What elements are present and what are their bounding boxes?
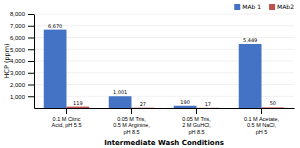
bar — [174, 106, 197, 108]
x-tick-label-line: Acid, pH 5.5 — [52, 122, 82, 128]
y-axis-line — [34, 15, 35, 109]
legend-label: MAb 1 — [242, 3, 261, 10]
x-tick-label: 0.1 M CitricAcid, pH 5.5 — [52, 116, 82, 128]
x-tick-label-line: pH 8.5 — [188, 129, 204, 135]
data-label: 190 — [180, 99, 190, 105]
y-tick-mark — [28, 61, 34, 62]
data-label: 27 — [140, 101, 146, 107]
grid-line — [34, 14, 294, 15]
y-tick: 2,000 — [10, 82, 34, 88]
x-tick-label-line: 0.5 M NaCl, — [247, 122, 277, 128]
bar — [132, 107, 155, 108]
legend: MAb 1 MAb2 — [234, 3, 294, 10]
x-tick-label: 0.1 M Acetate,0.5 M NaCl,pH 5 — [244, 116, 280, 135]
y-tick-mark — [28, 96, 34, 97]
y-tick-label: 5,000 — [10, 47, 26, 53]
x-axis-title: Intermediate Wash Conditions — [104, 139, 224, 147]
y-axis: 1,000 2,000 3,000 4,000 5,000 6,000 7,000 8,000 — [10, 11, 35, 108]
data-labels: 6,670 1,001 190 5,449 119 27 17 50 — [48, 23, 276, 107]
y-tick-label: 6,000 — [10, 35, 26, 41]
data-label: 1,001 — [113, 89, 127, 95]
x-tick-label-line: 0.5 M Arginine, — [113, 122, 150, 128]
y-tick-label: 2,000 — [10, 82, 26, 88]
x-tick-label: 0.05 M Tris,2 M GuHCl,pH 8.5 — [182, 116, 211, 135]
legend-item: MAb2 — [269, 3, 294, 10]
x-tick-label-line: 2 M GuHCl, — [182, 122, 211, 128]
y-tick-mark — [28, 26, 34, 27]
chart-container: 1,000 2,000 3,000 4,000 5,000 6,000 7,000 8,000… — [0, 0, 300, 148]
legend-swatch — [269, 4, 275, 10]
bar — [197, 107, 220, 108]
y-tick-label: 3,000 — [10, 70, 26, 76]
y-tick-label: 4,000 — [10, 58, 26, 64]
x-tick-mark — [196, 108, 197, 114]
x-tick-label-line: 0.05 M Tris, — [182, 116, 211, 122]
x-tick-mark — [261, 108, 262, 114]
legend-swatch — [234, 4, 240, 10]
plot-area: 1,000 2,000 3,000 4,000 5,000 6,000 7,000 8,000… — [10, 11, 295, 134]
bar — [262, 107, 285, 108]
x-tick-label-line: 0.1 M Acetate, — [244, 116, 280, 122]
y-tick: 4,000 — [10, 58, 34, 64]
x-tick-label: 0.05 M Tris,0.5 M Arginine,pH 8.5 — [113, 116, 150, 135]
x-axis: 0.1 M CitricAcid, pH 5.50.05 M Tris,0.5 … — [35, 108, 295, 135]
y-tick-label: 1,000 — [10, 94, 26, 100]
bar — [44, 30, 67, 108]
chart-svg: 1,000 2,000 3,000 4,000 5,000 6,000 7,000 8,000… — [0, 0, 300, 148]
y-tick: 8,000 — [10, 11, 34, 17]
bar — [67, 107, 90, 108]
x-tick-mark — [131, 108, 132, 114]
y-tick: 1,000 — [10, 94, 34, 100]
x-tick-label-line: pH 8.5 — [123, 129, 139, 135]
bars — [44, 30, 285, 108]
x-tick: 0.05 M Tris,2 M GuHCl,pH 8.5 — [182, 108, 211, 135]
y-tick-mark — [28, 85, 34, 86]
y-tick: 7,000 — [10, 23, 34, 29]
x-tick-mark — [66, 108, 67, 114]
y-tick-mark — [28, 49, 34, 50]
y-tick: 5,000 — [10, 47, 34, 53]
data-label: 17 — [205, 101, 211, 107]
data-label: 5,449 — [243, 37, 257, 43]
x-tick-label-line: 0.1 M Citric — [53, 116, 81, 122]
y-tick-label: 8,000 — [10, 11, 26, 17]
y-tick: 6,000 — [10, 35, 34, 41]
bar — [109, 96, 132, 108]
y-axis-title: HCP (ppm) — [3, 43, 11, 78]
x-tick-label-line: 0.05 M Tris, — [117, 116, 146, 122]
y-tick-label: 7,000 — [10, 23, 26, 29]
y-tick-mark — [28, 38, 34, 39]
y-tick-mark — [28, 73, 34, 74]
legend-item: MAb 1 — [234, 3, 261, 10]
data-label: 119 — [73, 100, 83, 106]
data-label: 50 — [270, 100, 276, 106]
data-label: 6,670 — [48, 23, 62, 29]
bar — [239, 44, 262, 108]
legend-label: MAb2 — [277, 3, 294, 10]
x-tick-label-line: pH 5 — [256, 129, 268, 135]
grid-line — [34, 25, 294, 26]
x-tick: 0.1 M CitricAcid, pH 5.5 — [52, 108, 82, 128]
x-tick: 0.05 M Tris,0.5 M Arginine,pH 8.5 — [113, 108, 150, 135]
x-tick: 0.1 M Acetate,0.5 M NaCl,pH 5 — [244, 108, 280, 135]
y-tick: 3,000 — [10, 70, 34, 76]
x-axis-line — [35, 108, 295, 109]
y-tick-mark — [28, 14, 34, 15]
